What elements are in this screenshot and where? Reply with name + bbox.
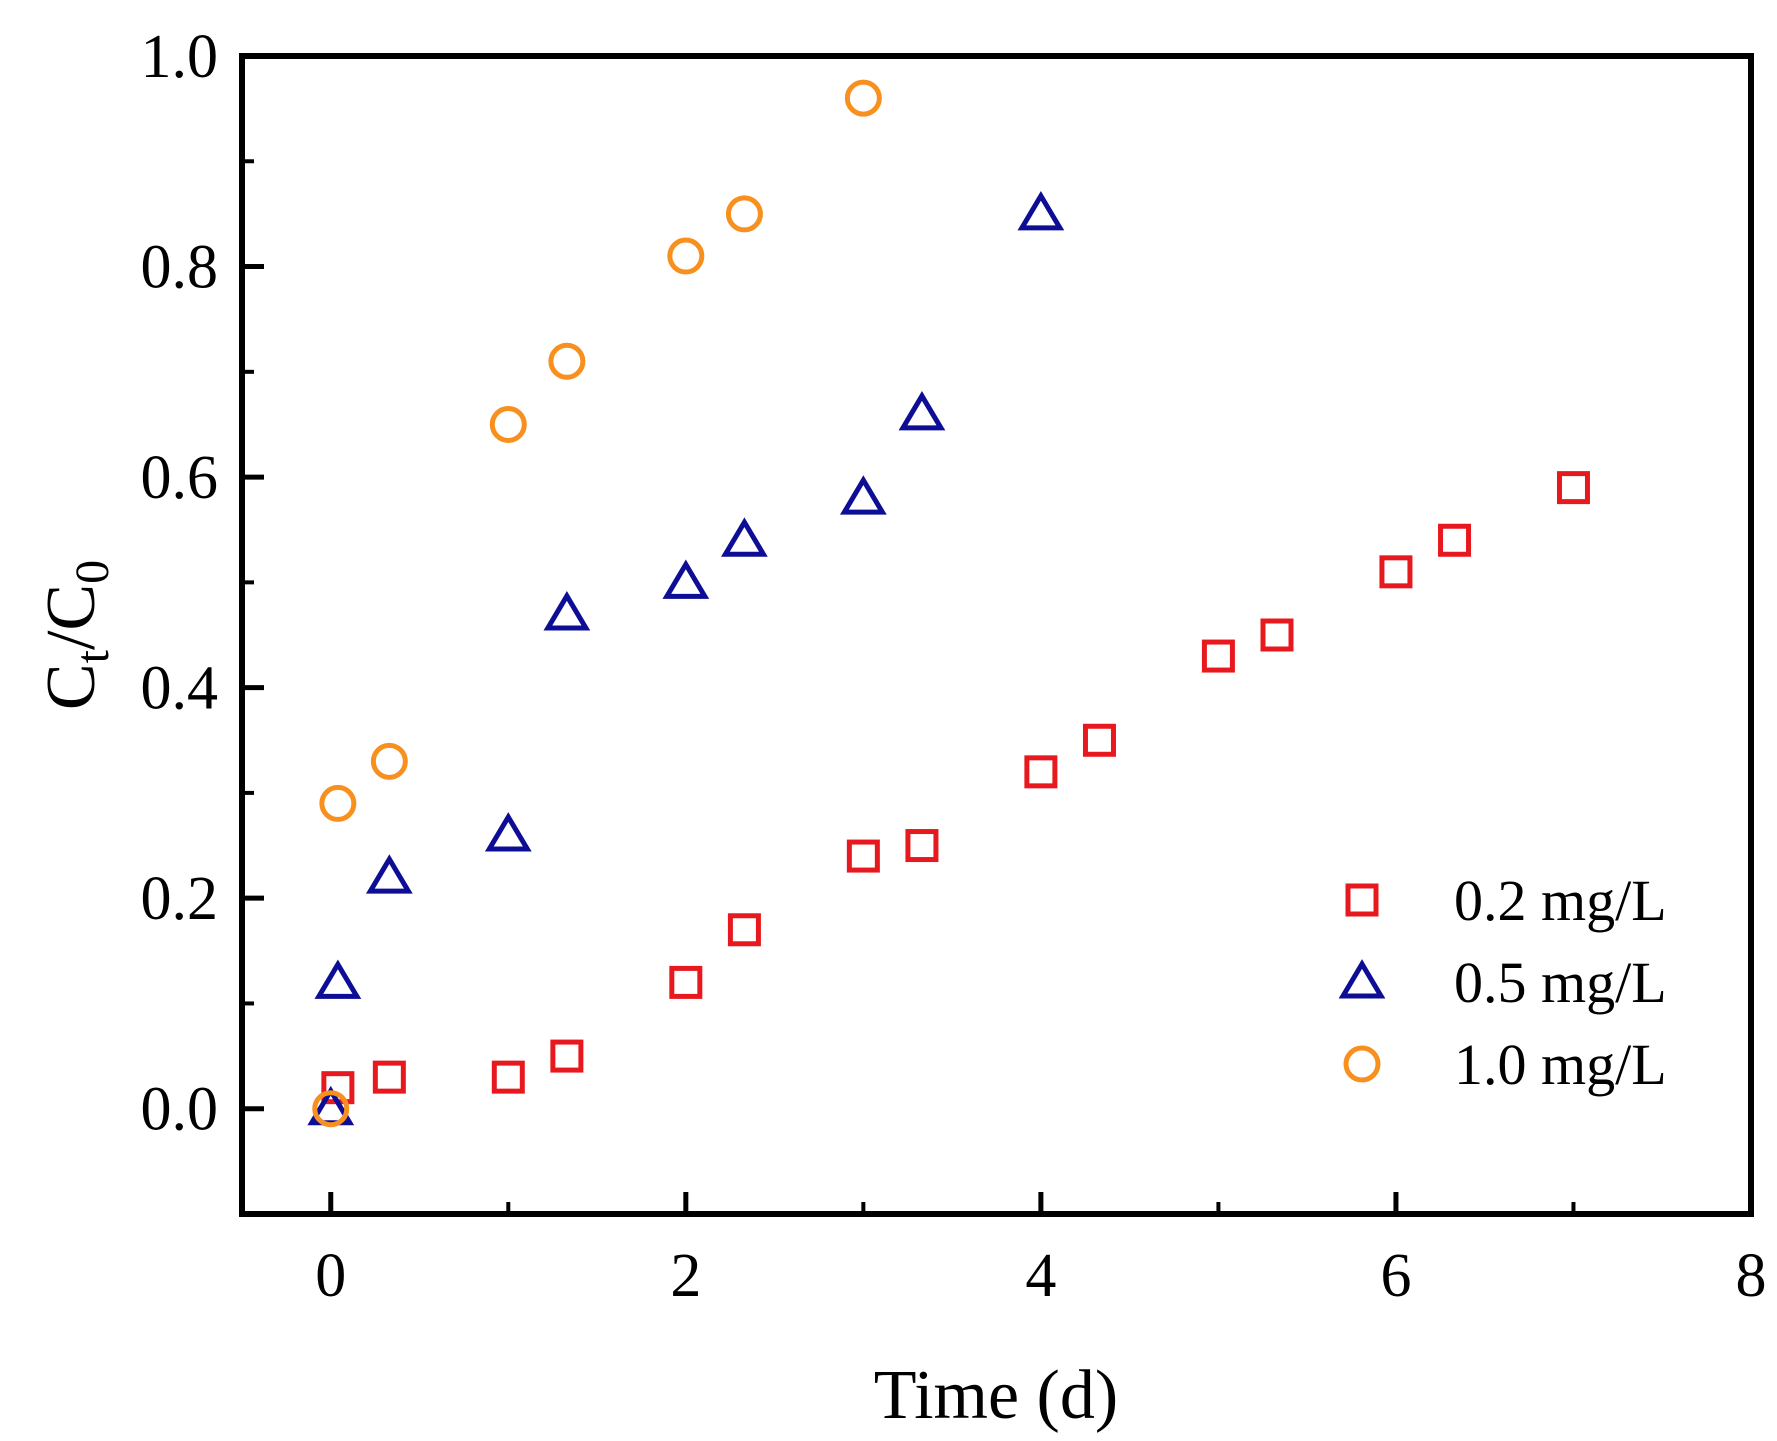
data-point-triangle bbox=[365, 854, 413, 894]
plot-frame bbox=[239, 53, 1754, 1217]
data-point-triangle bbox=[898, 391, 946, 431]
data-point-circle bbox=[312, 1090, 350, 1128]
legend: 0.2 mg/L 0.5 mg/L 1.0 mg/L bbox=[1338, 868, 1667, 1097]
data-point-circle bbox=[725, 195, 763, 233]
x-tick-label: 0 bbox=[315, 1242, 346, 1310]
y-tick-label: 0.8 bbox=[141, 234, 219, 302]
legend-label: 0.2 mg/L bbox=[1454, 868, 1667, 933]
y-tick-label: 0.6 bbox=[141, 444, 219, 512]
y-tick-label: 0.4 bbox=[141, 655, 219, 723]
y-label-sub-t: t bbox=[66, 649, 119, 663]
data-point-circle bbox=[370, 742, 408, 780]
data-point-square bbox=[1556, 471, 1590, 505]
data-point-square bbox=[372, 1060, 406, 1094]
y-tick-label: 1.0 bbox=[141, 23, 219, 91]
y-label-sub-0: 0 bbox=[66, 560, 119, 584]
data-points bbox=[307, 79, 1590, 1128]
legend-marker-circle bbox=[1343, 1045, 1381, 1083]
data-point-triangle bbox=[662, 559, 710, 599]
data-point-square bbox=[846, 839, 880, 873]
y-tick-label: 0.2 bbox=[141, 865, 219, 933]
data-point-square bbox=[727, 913, 761, 947]
series-triangle bbox=[307, 191, 1065, 1126]
y-axis: 0.0 0.2 0.4 0.6 0.8 1.0 bbox=[141, 23, 264, 1144]
data-point-square bbox=[1438, 523, 1472, 557]
data-point-square bbox=[1201, 639, 1235, 673]
data-point-square bbox=[1024, 755, 1058, 789]
data-point-circle bbox=[319, 784, 357, 822]
x-axis-label: Time (d) bbox=[874, 1357, 1118, 1434]
y-tick-label: 0.0 bbox=[141, 1076, 219, 1144]
series-square bbox=[321, 471, 1590, 1105]
series-circle bbox=[312, 79, 882, 1128]
data-point-circle bbox=[844, 79, 882, 117]
y-label-c: C bbox=[33, 663, 110, 710]
data-point-circle bbox=[489, 405, 527, 443]
y-axis-label: Ct/C0 bbox=[33, 560, 119, 710]
data-point-square bbox=[491, 1060, 525, 1094]
x-axis: 0 2 4 6 8 bbox=[315, 1192, 1767, 1310]
data-point-circle bbox=[548, 342, 586, 380]
legend-marker-square bbox=[1345, 883, 1379, 917]
data-point-triangle bbox=[1017, 191, 1065, 231]
data-point-triangle bbox=[314, 959, 362, 999]
data-point-circle bbox=[667, 237, 705, 275]
data-point-square bbox=[1260, 618, 1294, 652]
data-point-square bbox=[1379, 555, 1413, 589]
legend-label: 0.5 mg/L bbox=[1454, 950, 1667, 1015]
data-point-triangle bbox=[839, 475, 887, 515]
legend-label: 1.0 mg/L bbox=[1454, 1032, 1667, 1097]
data-point-triangle bbox=[484, 812, 532, 852]
data-point-square bbox=[1082, 723, 1116, 757]
data-point-triangle bbox=[721, 517, 768, 557]
x-tick-label: 4 bbox=[1025, 1242, 1056, 1310]
y-label-slash: / bbox=[33, 630, 110, 650]
y-label-c0: C bbox=[33, 584, 110, 631]
x-tick-label: 6 bbox=[1380, 1242, 1411, 1310]
data-point-triangle bbox=[543, 591, 591, 631]
data-point-square bbox=[550, 1039, 584, 1073]
data-point-square bbox=[669, 965, 703, 999]
legend-marker-triangle bbox=[1338, 959, 1386, 999]
x-tick-label: 8 bbox=[1736, 1242, 1767, 1310]
x-tick-label: 2 bbox=[670, 1242, 701, 1310]
data-point-square bbox=[905, 829, 939, 863]
